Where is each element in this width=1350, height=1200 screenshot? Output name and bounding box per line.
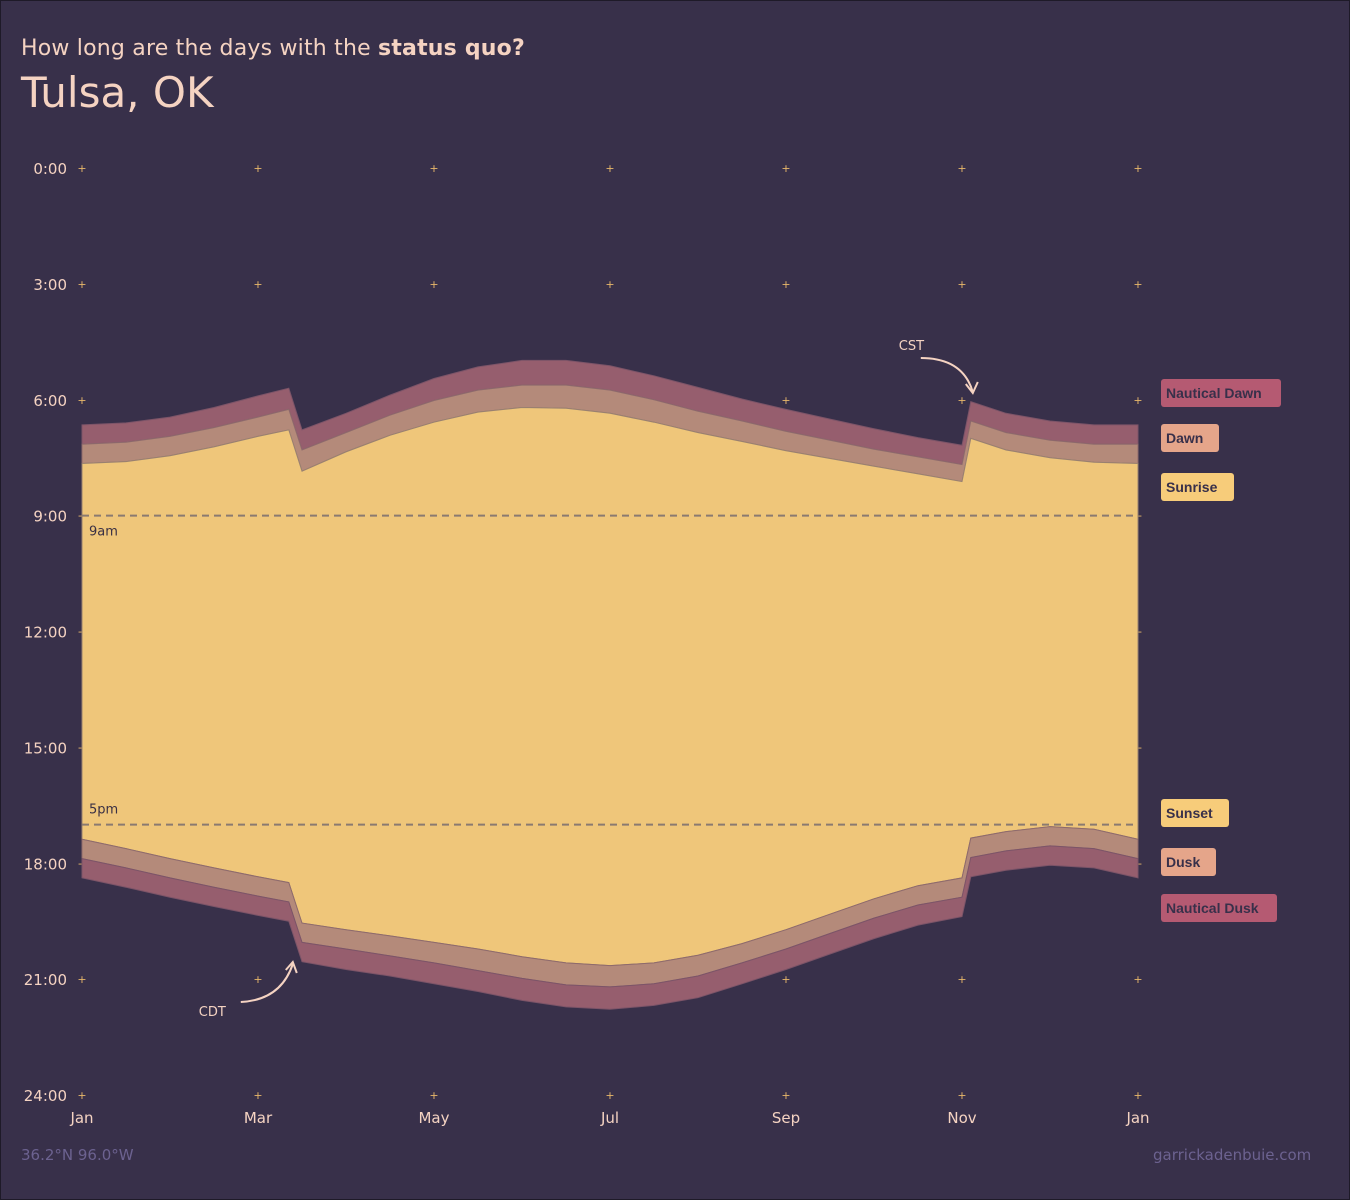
grid-plus-marker: + [781, 394, 790, 407]
grid-plus-marker: + [253, 973, 262, 986]
grid-plus-marker: + [957, 973, 966, 986]
legend-label-nautical-dusk: Nautical Dusk [1166, 900, 1259, 916]
legend-label-sunrise: Sunrise [1166, 479, 1218, 495]
x-tick-label: Jul [600, 1109, 619, 1127]
legend-swatch-dawn [1161, 424, 1219, 452]
grid-plus-marker: + [957, 394, 966, 407]
y-tick-label: 15:00 [24, 739, 67, 757]
grid-plus-marker: + [1133, 1089, 1142, 1102]
grid-plus-marker: + [429, 278, 438, 291]
nautical-dusk-band [81, 845, 1139, 1010]
y-tick-label: 3:00 [33, 276, 67, 294]
y-tick-label: 21:00 [24, 971, 67, 989]
x-tick-label: Jan [1125, 1109, 1149, 1127]
subtitle-emphasis: status quo? [378, 36, 525, 61]
legend-swatch-nautical-dusk [1161, 894, 1277, 922]
location-coordinates: 36.2°N 96.0°W [21, 1146, 134, 1164]
grid-plus-marker: + [781, 162, 790, 175]
annotation-cdt-arrowhead [285, 960, 298, 974]
x-tick-label: Nov [947, 1109, 976, 1127]
legend-label-dawn: Dawn [1166, 430, 1203, 446]
grid-plus-marker: + [605, 162, 614, 175]
annotation-cdt-label: CDT [199, 1005, 226, 1020]
annotation-cdt-arrow [240, 963, 294, 1003]
reference-lines: 9am 5pm [82, 514, 1138, 826]
grid-plus-marker: + [253, 162, 262, 175]
x-tick-label: Sep [772, 1109, 800, 1127]
grid-plus-marker: + [957, 1089, 966, 1102]
grid-plus-marker: + [77, 278, 86, 291]
dst-annotations: CST CDT [199, 339, 979, 1020]
annotation-cst-arrow [920, 357, 974, 393]
grid-plus-marker: + [429, 1089, 438, 1102]
grid-plus-marker: + [781, 973, 790, 986]
y-tick-label: 9:00 [33, 508, 67, 526]
x-tick-label: Mar [244, 1109, 273, 1127]
annotation-cst-arrowhead [965, 381, 979, 395]
legend-swatch-sunrise [1161, 473, 1234, 501]
grid-plus-marker: + [77, 162, 86, 175]
grid-plus-marker: + [1133, 394, 1142, 407]
legend-swatch-dusk [1161, 848, 1216, 876]
grid-plus-marker: + [1133, 973, 1142, 986]
grid-plus-marker: + [605, 278, 614, 291]
grid-plus-marker: + [77, 973, 86, 986]
reference-label-9am: 9am [89, 525, 118, 540]
subtitle-prefix: How long are the days with the [21, 36, 379, 61]
credit-link[interactable]: garrickadenbuie.com [1153, 1146, 1312, 1164]
y-axis: 0:00 3:00 6:00 9:00 12:00 15:00 18:00 21:00 24:0… [24, 160, 67, 1105]
daylight-bands [81, 359, 1139, 1010]
y-tick-label: 0:00 [33, 160, 67, 178]
x-tick-label: May [418, 1109, 449, 1127]
chart-subtitle: How long are the days with the status qu… [21, 36, 525, 61]
reference-label-5pm: 5pm [89, 803, 118, 818]
legend: Nautical Dawn Dawn Sunrise Sunset Dusk Nautic… [1161, 379, 1281, 922]
y-tick-label: 24:00 [24, 1087, 67, 1105]
legend-swatch-sunset [1161, 799, 1229, 827]
legend-label-nautical-dawn: Nautical Dawn [1166, 385, 1262, 401]
grid-plus-marker: + [781, 278, 790, 291]
legend-label-dusk: Dusk [1166, 854, 1200, 870]
chart-title: Tulsa, OK [21, 68, 214, 117]
y-tick-label: 6:00 [33, 392, 67, 410]
grid-plus-marker: + [1133, 278, 1142, 291]
grid-plus-marker: + [429, 162, 438, 175]
annotation-cst-label: CST [899, 339, 924, 354]
grid-plus-marker: + [77, 1089, 86, 1102]
grid-plus-marker: + [1133, 162, 1142, 175]
y-tick-label: 18:00 [24, 855, 67, 873]
grid-plus-marker: + [957, 162, 966, 175]
x-axis: Jan Mar May Jul Sep Nov Jan [69, 1109, 1149, 1127]
grid-plus-marker: + [781, 1089, 790, 1102]
legend-label-sunset: Sunset [1166, 805, 1213, 821]
grid-plus-marker: + [77, 394, 86, 407]
y-tick-label: 12:00 [24, 624, 67, 642]
x-tick-label: Jan [69, 1109, 93, 1127]
grid-plus-marker: + [605, 1089, 614, 1102]
grid-plus-marker: + [957, 278, 966, 291]
grid-plus-marker: + [253, 278, 262, 291]
legend-swatch-nautical-dawn [1161, 379, 1281, 407]
grid-plus-marker: + [253, 1089, 262, 1102]
